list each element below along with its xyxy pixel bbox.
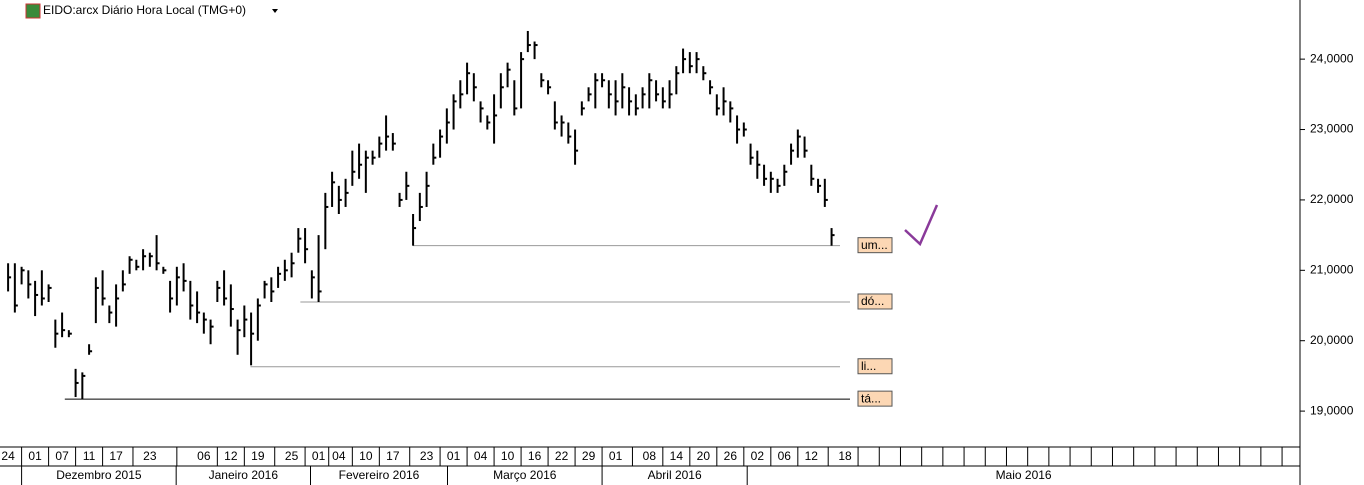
x-tick-label: 04 (332, 449, 346, 463)
x-tick-label: 23 (143, 449, 157, 463)
x-tick-label: 10 (359, 449, 373, 463)
annotation-box (857, 358, 893, 375)
month-label: Janeiro 2016 (209, 468, 279, 482)
month-label: Abril 2016 (648, 468, 702, 482)
month-label: Março 2016 (493, 468, 557, 482)
x-tick-label: 24 (1, 449, 15, 463)
x-tick-label: 23 (420, 449, 434, 463)
month-label: Maio 2016 (996, 468, 1052, 482)
symbol-icon[interactable] (25, 3, 41, 19)
check-mark (904, 204, 939, 247)
annotation-box (857, 237, 893, 254)
y-tick-label: 21,0000 (1310, 262, 1354, 276)
x-tick-label: 07 (55, 449, 69, 463)
x-tick-label: 12 (805, 449, 819, 463)
chart-title[interactable]: EIDO:arcx Diário Hora Local (TMG+0) (43, 3, 246, 17)
x-tick-label: 04 (474, 449, 488, 463)
y-tick-label: 20,0000 (1310, 333, 1354, 347)
y-tick-label: 23,0000 (1310, 122, 1354, 136)
x-tick-label: 20 (697, 449, 711, 463)
annotation-box (857, 390, 893, 407)
x-tick-label: 22 (555, 449, 569, 463)
y-tick-label: 19,0000 (1310, 403, 1354, 417)
annotation-label: um... (861, 238, 888, 252)
x-tick-label: 06 (778, 449, 792, 463)
month-label: Fevereiro 2016 (339, 468, 420, 482)
x-tick-label: 16 (528, 449, 542, 463)
x-tick-label: 12 (224, 449, 238, 463)
annotation-box (857, 293, 893, 310)
month-label: Dezembro 2015 (56, 468, 142, 482)
x-tick-label: 26 (724, 449, 738, 463)
annotation-label: li... (861, 359, 876, 373)
annotation-label: dó... (861, 294, 884, 308)
x-tick-label: 11 (83, 449, 96, 463)
x-tick-label: 17 (386, 449, 400, 463)
x-tick-label: 01 (447, 449, 461, 463)
x-tick-label: 02 (751, 449, 765, 463)
y-tick-label: 22,0000 (1310, 192, 1354, 206)
x-tick-label: 01 (312, 449, 326, 463)
dropdown-arrow[interactable] (272, 9, 278, 13)
x-tick-label: 29 (582, 449, 596, 463)
x-tick-label: 14 (670, 449, 684, 463)
x-tick-label: 06 (197, 449, 211, 463)
x-tick-label: 10 (501, 449, 515, 463)
x-tick-label: 01 (609, 449, 623, 463)
x-tick-label: 17 (109, 449, 123, 463)
x-tick-label: 19 (251, 449, 265, 463)
y-tick-label: 24,0000 (1310, 51, 1354, 65)
x-tick-label: 18 (838, 449, 852, 463)
x-tick-label: 25 (285, 449, 299, 463)
annotation-label: tá... (861, 391, 881, 405)
x-tick-label: 01 (28, 449, 42, 463)
x-tick-label: 08 (643, 449, 657, 463)
